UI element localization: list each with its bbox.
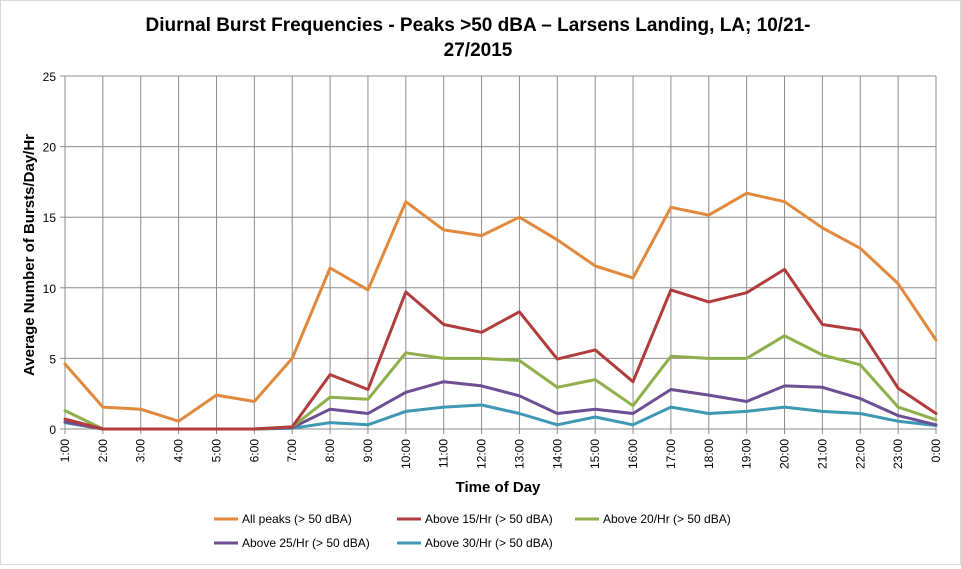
gridlines: [64, 75, 937, 430]
x-tick-label: 21:00: [815, 439, 829, 469]
series-line-3: [63, 334, 938, 431]
x-tick-label: 2:00: [96, 439, 110, 463]
y-tick-label: 0: [49, 423, 56, 437]
x-tick-label: 15:00: [588, 439, 602, 469]
x-tick-label: 18:00: [702, 439, 716, 469]
y-tick-label: 5: [49, 352, 56, 366]
x-axis-label: Time of Day: [456, 479, 541, 496]
x-tick-label: 3:00: [134, 439, 148, 463]
legend-item-5: Above 30/Hr (> 50 dBA): [397, 536, 553, 550]
x-tick-label: 6:00: [247, 439, 261, 463]
series-lines: [63, 191, 938, 431]
legend-label: Above 30/Hr (> 50 dBA): [425, 536, 553, 550]
series-line-2: [63, 267, 938, 431]
legend-label: Above 15/Hr (> 50 dBA): [425, 512, 553, 526]
x-tick-label: 4:00: [172, 439, 186, 463]
y-tick-label: 25: [43, 70, 57, 84]
x-tick-label: 8:00: [323, 439, 337, 463]
x-tick-label: 20:00: [778, 439, 792, 469]
x-tick-label: 19:00: [740, 439, 754, 469]
x-tick-label: 12:00: [475, 439, 489, 469]
legend-item-2: Above 15/Hr (> 50 dBA): [397, 512, 553, 526]
x-tick-label: 9:00: [361, 439, 375, 463]
legend-item-1: All peaks (> 50 dBA): [214, 512, 352, 526]
y-tick-label: 10: [43, 282, 57, 296]
x-tick-label: 13:00: [512, 439, 526, 469]
x-tick-label: 11:00: [437, 439, 451, 468]
axes: [60, 75, 937, 434]
y-tick-label: 20: [43, 141, 57, 155]
x-tick-label: 14:00: [550, 439, 564, 469]
x-tick-label: 0:00: [929, 439, 943, 463]
legend-item-4: Above 25/Hr (> 50 dBA): [214, 536, 370, 550]
tick-labels: 0 5 10 15 20 25 1:00 2:00 3:00 4:00 5:00 6:00 7:00 8:…: [43, 70, 943, 469]
legend: All peaks (> 50 dBA) Above 15/Hr (> 50 dB…: [214, 512, 731, 550]
x-tick-label: 17:00: [664, 439, 678, 469]
legend-label: Above 20/Hr (> 50 dBA): [603, 512, 731, 526]
chart-title-line1: Diurnal Burst Frequencies - Peaks >50 dB…: [145, 15, 810, 36]
legend-label: Above 25/Hr (> 50 dBA): [242, 536, 370, 550]
x-tick-label: 23:00: [891, 439, 905, 469]
x-tick-label: 7:00: [285, 439, 299, 463]
x-tick-label: 10:00: [399, 439, 413, 469]
x-tick-label: 22:00: [853, 439, 867, 469]
series-line-1: [63, 191, 938, 423]
y-tick-label: 15: [43, 211, 57, 225]
x-tick-label: 16:00: [626, 439, 640, 469]
y-axis-label: Average Number of Bursts/Day/Hr: [21, 134, 38, 376]
legend-item-3: Above 20/Hr (> 50 dBA): [575, 512, 731, 526]
chart-title-line2: 27/2015: [444, 40, 513, 61]
x-tick-label: 1:00: [58, 439, 72, 463]
x-tick-label: 5:00: [209, 439, 223, 463]
legend-label: All peaks (> 50 dBA): [242, 512, 352, 526]
series-line-4: [63, 380, 938, 431]
